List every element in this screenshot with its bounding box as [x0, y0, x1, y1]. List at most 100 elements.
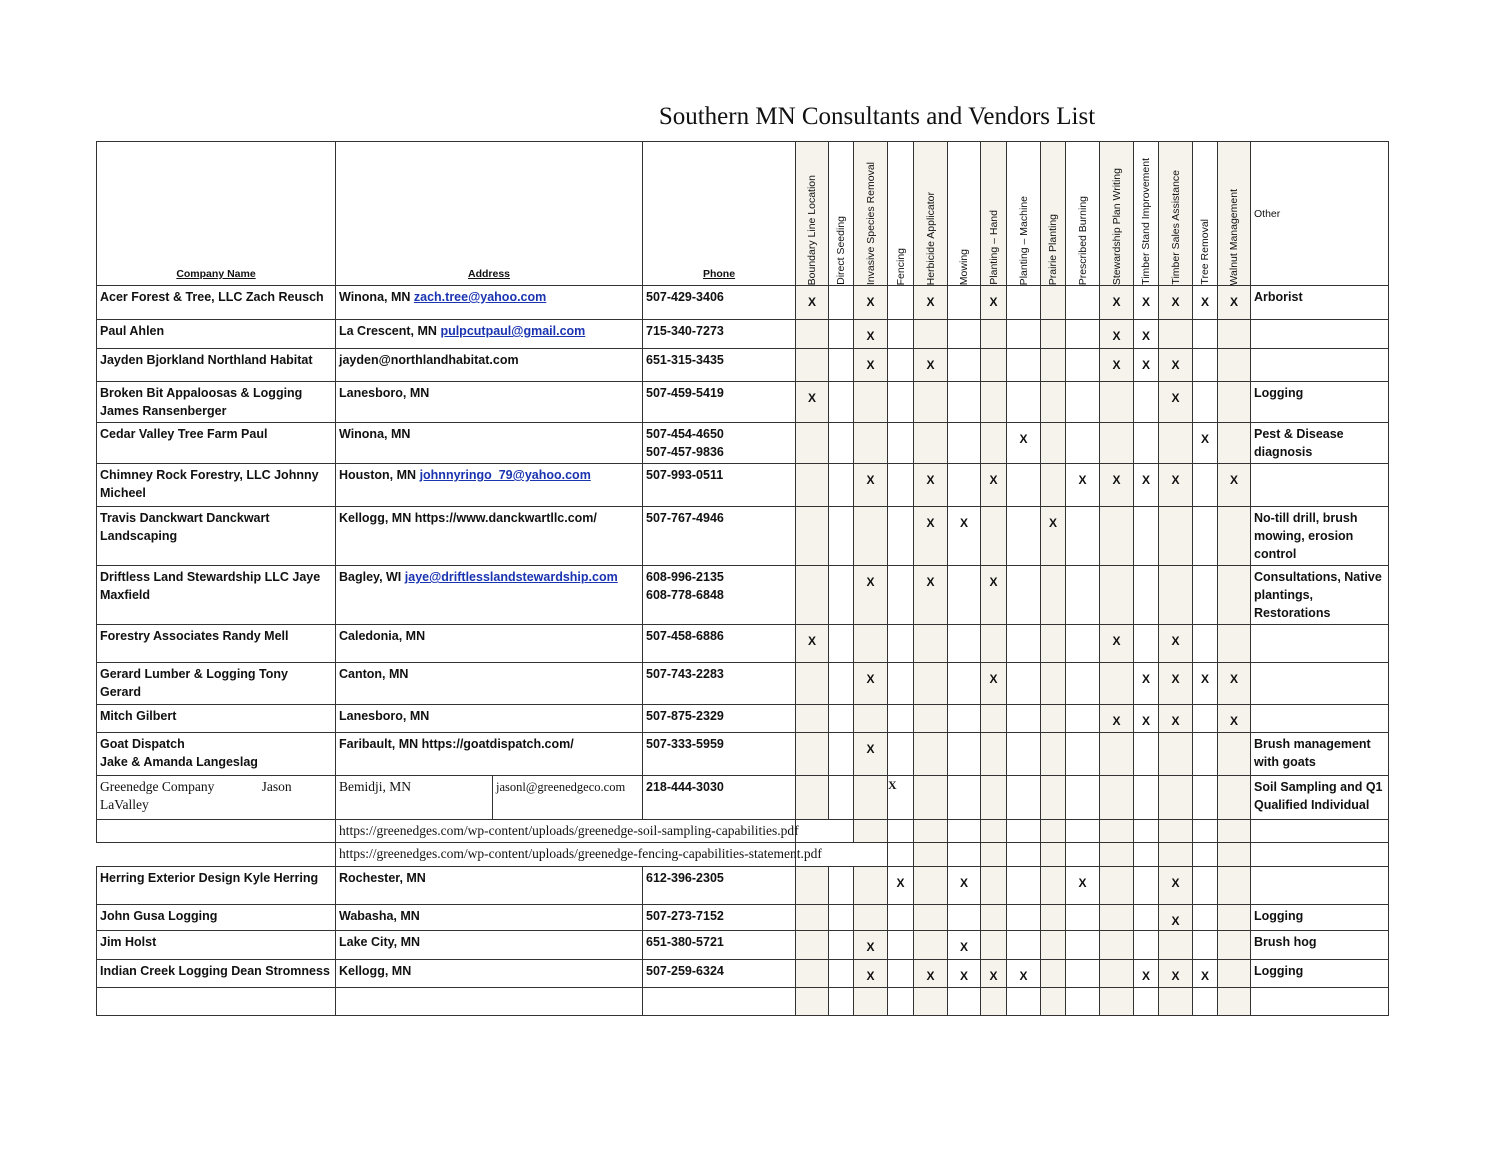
service-mark — [828, 348, 854, 382]
phone: 507-459-5419 — [642, 381, 796, 423]
service-mark — [1217, 506, 1251, 566]
service-mark — [1133, 506, 1159, 566]
service-mark — [1158, 506, 1193, 566]
service-mark: X — [853, 565, 888, 625]
service-cell — [853, 819, 888, 843]
company-name: Greenedge Company Jason LaValley — [96, 775, 336, 820]
company-name: Mitch Gilbert — [96, 704, 336, 733]
service-mark — [913, 732, 948, 776]
email-link[interactable]: pulpcutpaul@gmail.com — [440, 324, 586, 338]
company-name: Jim Holst — [96, 930, 336, 960]
service-mark — [1192, 624, 1218, 663]
company-name: Paul Ahlen — [96, 319, 336, 349]
service-cell — [887, 819, 914, 843]
service-mark: X — [913, 565, 948, 625]
phone: 507-767-4946 — [642, 506, 796, 566]
service-cell — [828, 842, 854, 867]
service-mark — [795, 904, 829, 931]
service-mark: X — [1006, 422, 1041, 464]
service-label: Prairie Planting — [1047, 213, 1059, 285]
service-mark — [913, 866, 948, 905]
service-mark — [887, 704, 914, 733]
service-mark: X — [887, 866, 914, 905]
service-cell — [828, 819, 854, 843]
service-mark: X — [913, 348, 948, 382]
service-mark — [913, 775, 948, 820]
service-mark — [1192, 775, 1218, 820]
service-mark: X — [1192, 422, 1218, 464]
empty-cell — [913, 987, 948, 1016]
service-mark — [887, 348, 914, 382]
document-link[interactable]: https://greenedges.com/wp-content/upload… — [335, 819, 799, 843]
company-name: Goat Dispatch Jake & Amanda Langeslag — [96, 732, 336, 776]
empty-cell — [828, 987, 854, 1016]
service-mark — [1192, 506, 1218, 566]
service-mark: X — [1158, 704, 1193, 733]
service-mark — [1065, 422, 1100, 464]
phone: 218-444-3030 — [642, 775, 796, 820]
other-cell: Consultations, Native plantings, Restora… — [1250, 565, 1389, 625]
service-mark — [1065, 348, 1100, 382]
email-link[interactable]: jaye@driftlesslandstewardship.com — [404, 570, 618, 584]
service-mark — [980, 866, 1007, 905]
phone: 507-333-5959 — [642, 732, 796, 776]
service-mark — [1040, 319, 1066, 349]
service-cell — [1192, 819, 1218, 843]
address-cell: La Crescent, MN pulpcutpaul@gmail.com — [335, 319, 643, 349]
other-cell: Arborist — [1250, 285, 1389, 320]
service-mark — [947, 732, 981, 776]
service-mark — [1133, 904, 1159, 931]
service-mark: X — [1158, 624, 1193, 663]
service-mark — [1192, 866, 1218, 905]
service-mark — [853, 775, 888, 820]
service-mark: X — [947, 959, 981, 988]
service-mark — [1065, 381, 1100, 423]
company-name: Travis Danckwart Danckwart Landscaping — [96, 506, 336, 566]
service-cell — [1133, 819, 1159, 843]
service-mark — [1040, 565, 1066, 625]
service-mark — [980, 775, 1007, 820]
service-mark — [913, 624, 948, 663]
document-link[interactable]: https://greenedges.com/wp-content/upload… — [335, 842, 822, 867]
service-mark — [947, 319, 981, 349]
service-mark — [1099, 506, 1134, 566]
service-mark — [1006, 930, 1041, 960]
col-header-service: Prescribed Burning — [1065, 141, 1100, 286]
service-mark — [913, 704, 948, 733]
table-row: Paul Ahlen La Crescent, MN pulpcutpaul@gm… — [96, 319, 1389, 349]
service-mark: X — [1217, 463, 1251, 507]
other-cell — [1250, 624, 1389, 663]
service-mark: X — [1099, 348, 1134, 382]
address-cell: Winona, MN — [335, 422, 643, 464]
service-mark — [913, 319, 948, 349]
service-label: Direct Seeding — [835, 216, 847, 285]
service-mark — [1040, 732, 1066, 776]
service-mark — [887, 624, 914, 663]
service-mark: X — [1217, 285, 1251, 320]
service-mark — [828, 565, 854, 625]
service-mark — [853, 624, 888, 663]
address-location: Kellogg, MN — [339, 964, 412, 978]
service-cell — [947, 819, 981, 843]
service-mark: X — [1133, 463, 1159, 507]
service-mark — [795, 506, 829, 566]
service-mark — [1192, 565, 1218, 625]
service-mark — [1099, 565, 1134, 625]
service-cell — [1065, 819, 1100, 843]
service-mark — [913, 381, 948, 423]
service-mark: X — [1217, 662, 1251, 705]
email-link[interactable]: zach.tree@yahoo.com — [413, 290, 547, 304]
service-mark — [795, 704, 829, 733]
service-mark: X — [1158, 285, 1193, 320]
address-location: Winona, MN — [339, 290, 411, 304]
service-mark: X — [853, 285, 888, 320]
service-mark — [795, 959, 829, 988]
service-mark: X — [1133, 959, 1159, 988]
service-mark — [1040, 866, 1066, 905]
service-cell — [1158, 842, 1193, 867]
service-mark — [1006, 348, 1041, 382]
email-link[interactable]: johnnyringo_79@yahoo.com — [419, 468, 591, 482]
service-mark: X — [853, 930, 888, 960]
service-mark — [887, 285, 914, 320]
col-header-service: Planting – Hand — [980, 141, 1007, 286]
